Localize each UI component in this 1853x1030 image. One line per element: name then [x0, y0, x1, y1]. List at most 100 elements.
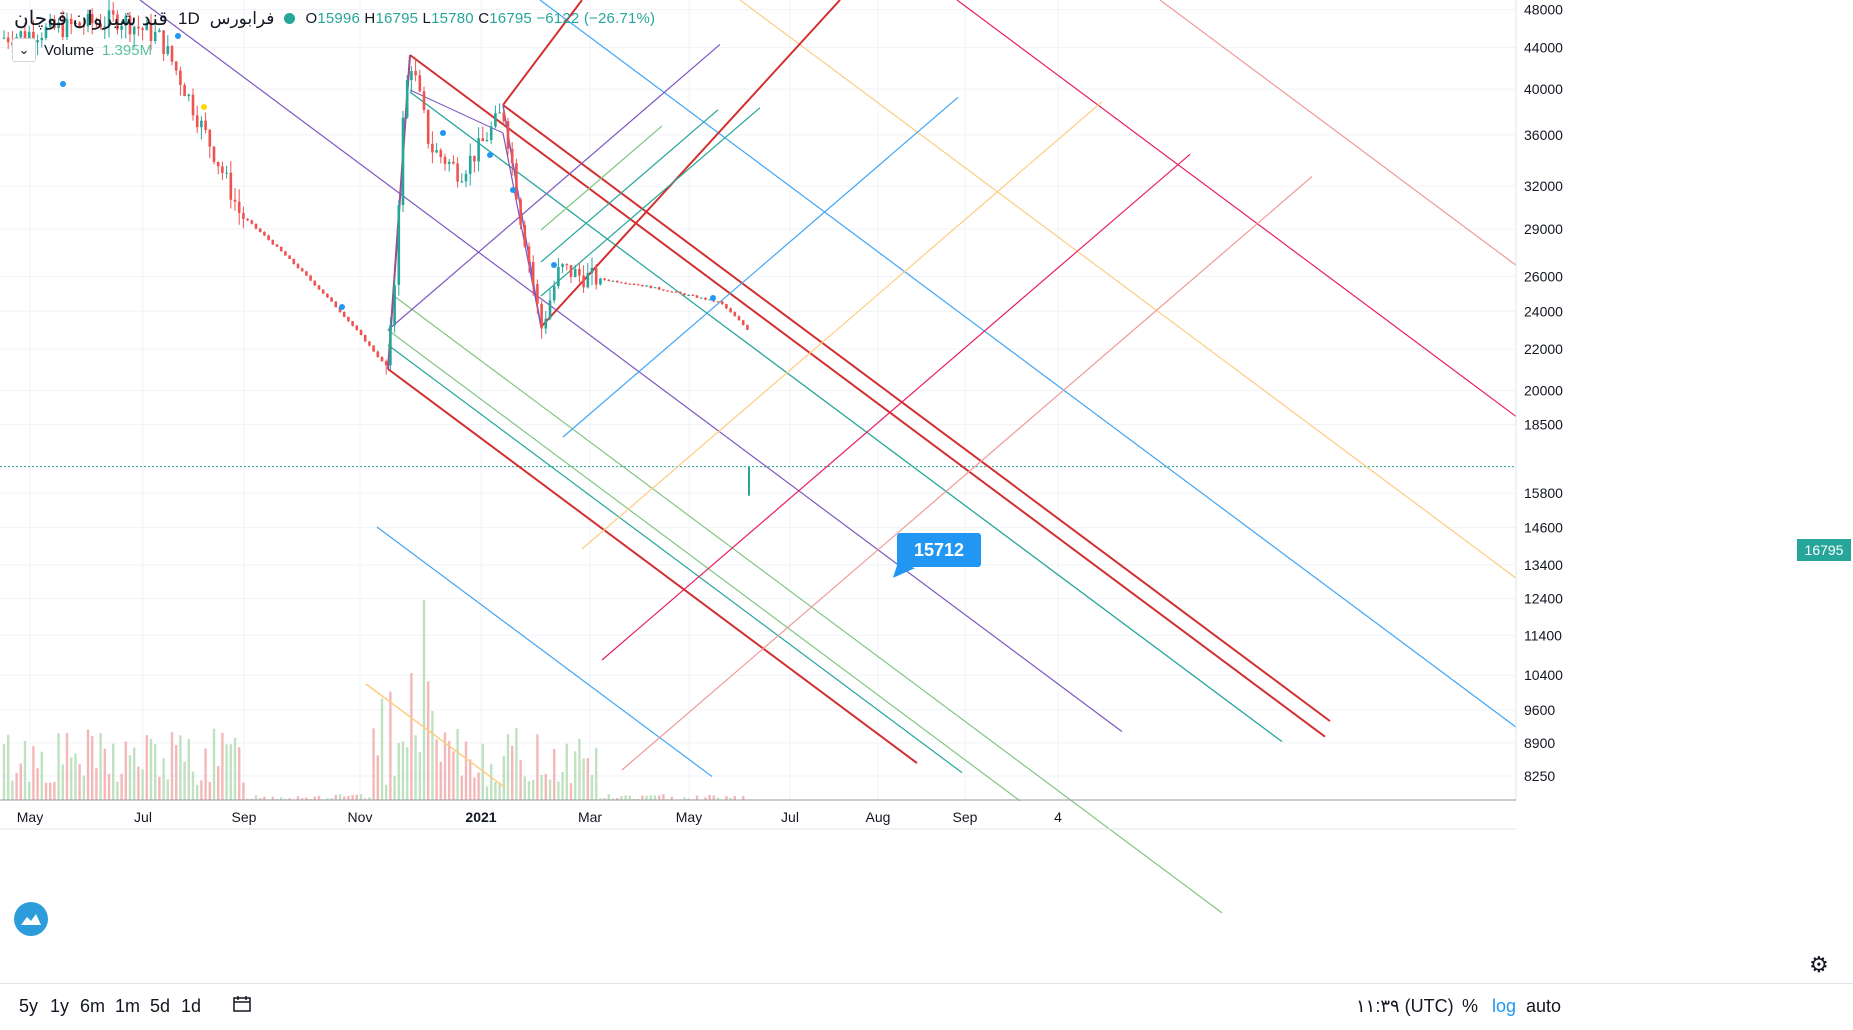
price-tick-label: 36000	[1524, 127, 1563, 143]
candle-body	[234, 200, 237, 202]
median-line	[410, 92, 1282, 742]
event-marker	[175, 33, 181, 39]
utc-time[interactable]: ۱۱:۳۹ (UTC)	[1356, 996, 1454, 1017]
volume-bar	[498, 783, 500, 800]
market-status-icon	[284, 13, 295, 24]
candle-body	[276, 245, 279, 247]
volume-bar	[393, 776, 395, 800]
candle-body	[225, 173, 228, 174]
symbol-name[interactable]: قند شیروان قوچان	[14, 6, 168, 31]
candle-body	[322, 289, 325, 293]
volume-bar	[263, 797, 265, 800]
volume-bar	[221, 733, 223, 800]
volume-bar	[70, 757, 72, 800]
volume-bar	[3, 744, 5, 800]
candle-body	[469, 156, 472, 174]
interval-label[interactable]: 1D	[178, 9, 200, 29]
timeframe-6m[interactable]: 6m	[80, 996, 105, 1017]
volume-bar	[545, 774, 547, 800]
time-tick-label: Aug	[866, 809, 891, 825]
fork-level-line	[740, 0, 1516, 578]
fork-level-line	[957, 0, 1516, 416]
volume-bar	[414, 735, 416, 800]
pitchfork-upper-line	[410, 55, 1325, 737]
candle-body	[435, 150, 438, 152]
tradingview-logo-icon[interactable]	[14, 902, 48, 936]
price-tick-label: 9600	[1524, 702, 1555, 718]
gear-icon[interactable]: ⚙	[1809, 952, 1829, 978]
auto-toggle[interactable]: auto	[1526, 996, 1561, 1017]
time-tick-label: May	[676, 809, 702, 825]
volume-bar	[461, 776, 463, 800]
fork-level-line	[388, 345, 962, 773]
candle-body	[704, 298, 707, 300]
volume-bar	[204, 748, 206, 800]
candle-body	[738, 316, 741, 320]
volume-bar	[162, 758, 164, 800]
chevron-down-icon[interactable]: ⌄	[12, 38, 36, 62]
price-tick-label: 11400	[1524, 627, 1562, 643]
price-tick-label: 44000	[1524, 40, 1563, 56]
percent-toggle[interactable]: %	[1462, 996, 1478, 1017]
volume-bar	[381, 699, 383, 800]
price-callout[interactable]: 15712	[897, 533, 981, 567]
candle-body	[414, 71, 417, 75]
timeframe-1d[interactable]: 1d	[181, 996, 201, 1017]
candle-body	[553, 286, 556, 300]
candle-body	[183, 85, 186, 96]
candle-body	[284, 251, 287, 255]
candle-body	[246, 219, 249, 220]
candle-body	[662, 290, 665, 291]
candle-body	[406, 80, 409, 118]
volume-bar	[662, 794, 664, 800]
log-toggle[interactable]: log	[1492, 996, 1516, 1017]
candle-body	[637, 284, 640, 285]
volume-bar	[24, 741, 26, 800]
inner-fork-level	[622, 177, 1312, 770]
candle-body	[666, 291, 669, 292]
timeframe-1m[interactable]: 1m	[115, 996, 140, 1017]
price-tick-label: 20000	[1524, 383, 1563, 399]
candle-body	[360, 330, 363, 335]
volume-bar	[486, 786, 488, 800]
volume-bar	[402, 741, 404, 800]
timeframe-1y[interactable]: 1y	[50, 996, 69, 1017]
candle-body	[179, 71, 182, 85]
candle-body	[700, 298, 703, 299]
volume-bar	[398, 743, 400, 800]
volume-bar	[519, 760, 521, 800]
candle-body	[536, 284, 539, 304]
volume-bar	[587, 758, 589, 800]
timeframe-5y[interactable]: 5y	[19, 996, 38, 1017]
volume-bar	[423, 600, 425, 800]
inner-fork-level	[582, 102, 1102, 549]
candle-body	[255, 224, 258, 229]
calendar-range-icon[interactable]	[232, 994, 252, 1019]
candle-body	[280, 247, 283, 252]
volume-bar	[372, 728, 374, 800]
price-tick-label: 26000	[1524, 268, 1563, 284]
volume-bar	[578, 739, 580, 800]
volume-bar	[620, 796, 622, 800]
volume-bar	[125, 741, 127, 800]
volume-bar	[494, 782, 496, 800]
volume-bar	[242, 783, 244, 800]
last-price-label: 16795	[1797, 539, 1851, 561]
candle-body	[200, 121, 203, 128]
timeframe-5d[interactable]: 5d	[150, 996, 170, 1017]
candle-body	[372, 346, 375, 352]
candle-body	[440, 150, 443, 157]
volume-bar	[456, 729, 458, 800]
volume-bar	[154, 744, 156, 800]
event-marker	[339, 304, 345, 310]
price-tick-label: 40000	[1524, 81, 1563, 97]
volume-bar	[28, 782, 30, 800]
candle-body	[532, 262, 535, 284]
candle-body	[729, 308, 732, 312]
volume-label: Volume	[44, 42, 94, 59]
event-marker	[60, 81, 66, 87]
volume-bar	[708, 795, 710, 800]
candle-body	[557, 267, 560, 286]
candle-body	[272, 240, 275, 245]
